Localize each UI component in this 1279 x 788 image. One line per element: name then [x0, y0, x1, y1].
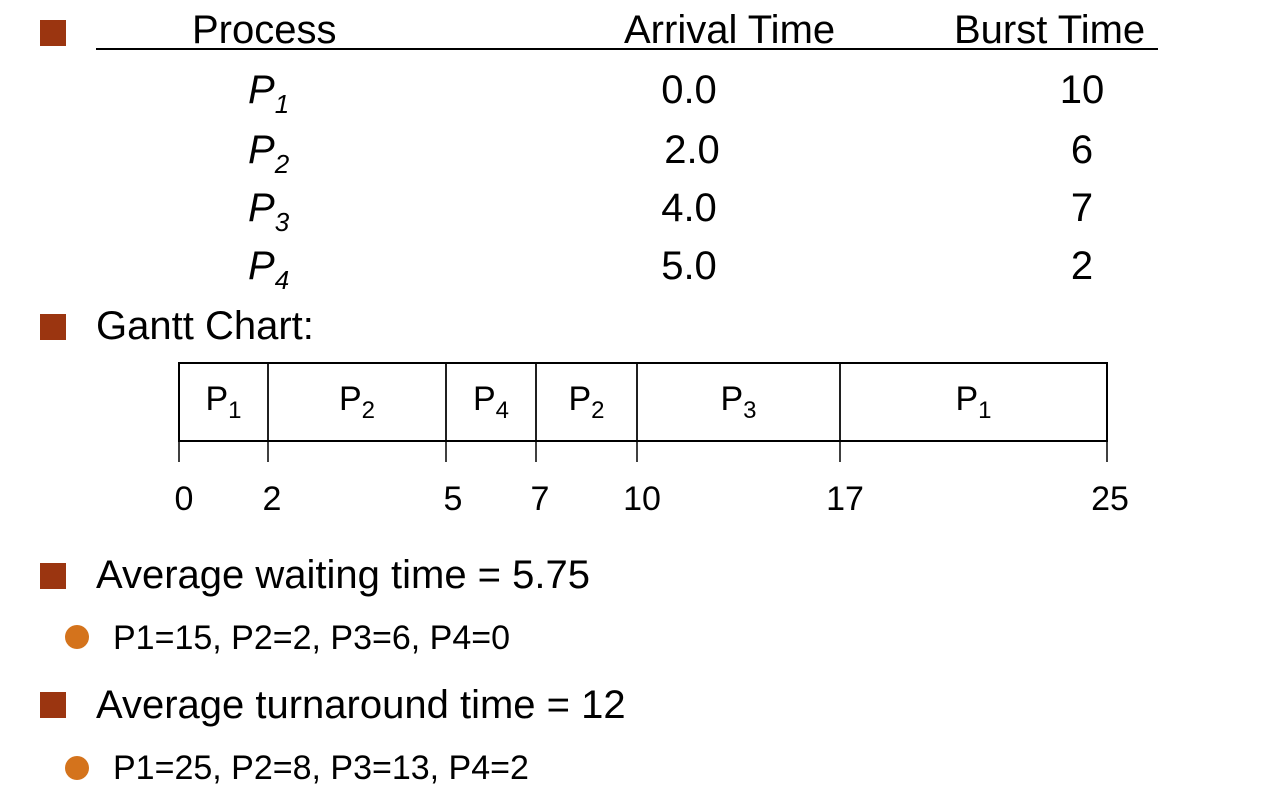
- process-name: P1: [248, 68, 289, 117]
- process-name: P4: [248, 244, 289, 293]
- square-bullet-icon: [40, 314, 66, 340]
- process-name-letter: P: [248, 186, 275, 230]
- gantt-chart-label: Gantt Chart:: [96, 304, 314, 348]
- average-turnaround-time: Average turnaround time = 12: [96, 683, 626, 727]
- gantt-tick-label: 2: [263, 480, 282, 518]
- square-bullet-icon: [40, 563, 66, 589]
- turnaround-time-details: P1=25, P2=8, P3=13, P4=2: [113, 749, 529, 787]
- gantt-segment-label: P2: [568, 380, 604, 424]
- burst-time-header: Burst Time: [954, 8, 1146, 52]
- waiting-time-details: P1=15, P2=2, P3=6, P4=0: [113, 619, 510, 657]
- gantt-segment-label: P1: [955, 380, 991, 424]
- gantt-segment-subscript: 4: [496, 397, 509, 424]
- gantt-segment-letter: P: [205, 380, 228, 418]
- gantt-segment-subscript: 3: [743, 397, 756, 424]
- gantt-segment-letter: P: [473, 380, 496, 418]
- gantt-segment: [839, 362, 1108, 442]
- gantt-segment-label: P4: [473, 380, 509, 424]
- average-waiting-time: Average waiting time = 5.75: [96, 553, 591, 597]
- gantt-segment-subscript: 2: [362, 397, 375, 424]
- gantt-segment-label: P1: [205, 380, 241, 424]
- process-name-letter: P: [248, 68, 275, 112]
- process-name: P3: [248, 186, 289, 235]
- arrival-time-value: 2.0: [664, 128, 720, 172]
- arrival-time-header: Arrival Time: [624, 8, 836, 52]
- process-name-subscript: 3: [274, 207, 290, 237]
- dot-bullet-icon: [65, 625, 89, 649]
- gantt-tick-label: 17: [826, 480, 864, 518]
- gantt-segment-subscript: 2: [591, 397, 604, 424]
- gantt-segment-letter: P: [568, 380, 591, 418]
- square-bullet-icon: [40, 692, 66, 718]
- gantt-segment-subscript: 1: [978, 397, 991, 424]
- process-name: P2: [248, 128, 289, 177]
- gantt-segment-label: P3: [720, 380, 756, 424]
- burst-time-value: 2: [1070, 244, 1094, 288]
- process-name-letter: P: [248, 244, 275, 288]
- arrival-time-value: 0.0: [661, 68, 717, 112]
- gantt-segment-letter: P: [339, 380, 362, 418]
- process-name-letter: P: [248, 128, 275, 172]
- square-bullet-icon: [40, 20, 66, 46]
- gantt-segment-subscript: 1: [228, 397, 241, 424]
- process-name-subscript: 4: [274, 265, 290, 295]
- arrival-time-value: 5.0: [661, 244, 717, 288]
- burst-time-value: 10: [1059, 68, 1105, 112]
- gantt-tick-label: 5: [444, 480, 463, 518]
- process-name-subscript: 1: [274, 89, 290, 119]
- gantt-tick-label: 7: [531, 480, 550, 518]
- dot-bullet-icon: [65, 756, 89, 780]
- burst-time-value: 7: [1070, 186, 1094, 230]
- process-header: Process: [192, 8, 337, 52]
- process-name-subscript: 2: [274, 149, 290, 179]
- gantt-segment-letter: P: [720, 380, 743, 418]
- gantt-tick-label: 25: [1091, 480, 1129, 518]
- gantt-segment-label: P2: [339, 380, 375, 424]
- header-rule: [96, 48, 1158, 50]
- arrival-time-value: 4.0: [661, 186, 717, 230]
- gantt-segment-letter: P: [955, 380, 978, 418]
- gantt-tick-label: 10: [623, 480, 661, 518]
- gantt-tick-label: 0: [175, 480, 194, 518]
- burst-time-value: 6: [1070, 128, 1094, 172]
